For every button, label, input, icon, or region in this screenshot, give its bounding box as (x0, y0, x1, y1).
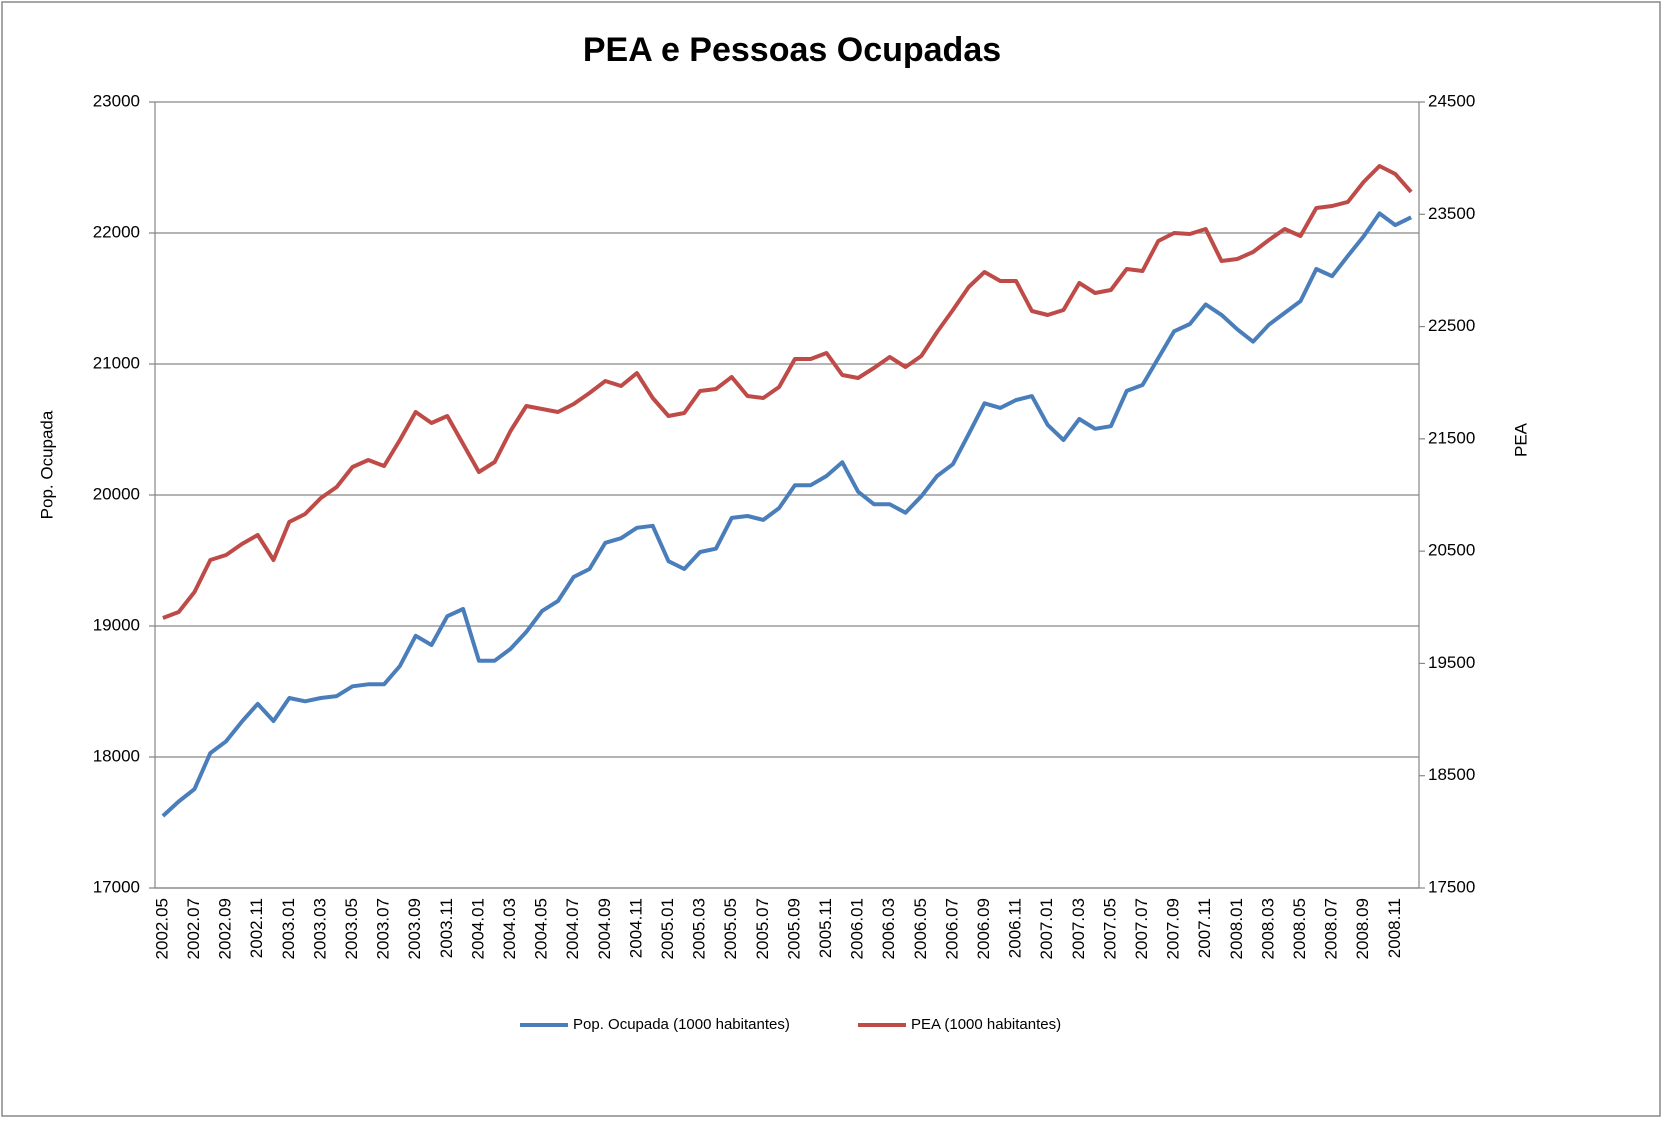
x-tick-label: 2005.05 (721, 898, 740, 959)
y-tick-label: 20000 (93, 484, 140, 503)
x-tick-label: 2008.03 (1258, 898, 1277, 959)
y-axis-label: Pop. Ocupada (37, 410, 56, 519)
y2-tick-label: 24500 (1428, 91, 1475, 110)
x-tick-label: 2002.07 (184, 898, 203, 959)
chart-title: PEA e Pessoas Ocupadas (583, 31, 1001, 69)
x-tick-label: 2004.03 (500, 898, 519, 959)
x-tick-label: 2002.05 (152, 898, 171, 959)
x-tick-label: 2003.03 (310, 898, 329, 959)
x-tick-label: 2002.09 (216, 898, 235, 959)
y2-axis-label: PEA (1511, 422, 1530, 457)
x-tick-label: 2003.11 (437, 898, 456, 958)
x-tick-label: 2005.11 (816, 898, 835, 958)
y2-tick-label: 22500 (1428, 316, 1475, 335)
x-tick-label: 2006.03 (879, 898, 898, 959)
x-tick-label: 2008.05 (1290, 898, 1309, 959)
x-tick-label: 2004.01 (468, 898, 487, 959)
x-tick-label: 2007.07 (1132, 898, 1151, 959)
legend-label: PEA (1000 habitantes) (911, 1016, 1061, 1033)
x-tick-label: 2006.11 (1006, 898, 1025, 958)
y2-tick-label: 19500 (1428, 653, 1475, 672)
x-tick-label: 2003.05 (342, 898, 361, 959)
x-tick-label: 2005.09 (784, 898, 803, 959)
x-tick-label: 2002.11 (247, 898, 266, 958)
x-tick-label: 2006.05 (911, 898, 930, 959)
y-tick-label: 23000 (93, 91, 140, 110)
x-tick-label: 2006.01 (848, 898, 867, 959)
x-tick-label: 2005.03 (690, 898, 709, 959)
y2-tick-label: 21500 (1428, 428, 1475, 447)
legend-label: Pop. Ocupada (1000 habitantes) (573, 1016, 790, 1033)
x-tick-label: 2007.05 (1100, 898, 1119, 959)
data-line (161, 211, 1412, 818)
y2-tick-label: 18500 (1428, 765, 1475, 784)
x-tick-label: 2005.07 (753, 898, 772, 959)
x-tick-label: 2006.09 (974, 898, 993, 959)
x-tick-label: 2003.09 (405, 898, 424, 959)
x-tick-label: 2007.03 (1069, 898, 1088, 959)
y-tick-label: 18000 (93, 746, 140, 765)
x-tick-label: 2008.11 (1385, 898, 1404, 958)
x-tick-label: 2003.01 (279, 898, 298, 959)
y2-tick-label: 17500 (1428, 877, 1475, 896)
y2-tick-label: 20500 (1428, 541, 1475, 560)
x-tick-label: 2004.05 (532, 898, 551, 959)
x-tick-label: 2008.07 (1322, 898, 1341, 959)
x-tick-label: 2006.07 (942, 898, 961, 959)
x-tick-label: 2005.01 (658, 898, 677, 959)
y-tick-label: 17000 (93, 877, 140, 896)
y-tick-label: 21000 (93, 353, 140, 372)
x-tick-label: 2007.01 (1037, 898, 1056, 959)
y-tick-label: 22000 (93, 222, 140, 241)
x-tick-label: 2004.07 (563, 898, 582, 959)
x-tick-label: 2003.07 (374, 898, 393, 959)
x-tick-label: 2008.01 (1227, 898, 1246, 959)
x-tick-label: 2004.11 (626, 898, 645, 958)
y2-tick-label: 23500 (1428, 204, 1475, 223)
data-line (162, 164, 1413, 620)
x-tick-label: 2007.09 (1164, 898, 1183, 959)
x-tick-label: 2007.11 (1195, 898, 1214, 958)
x-tick-label: 2008.09 (1353, 898, 1372, 959)
y-tick-label: 19000 (93, 615, 140, 634)
x-tick-label: 2004.09 (595, 898, 614, 959)
